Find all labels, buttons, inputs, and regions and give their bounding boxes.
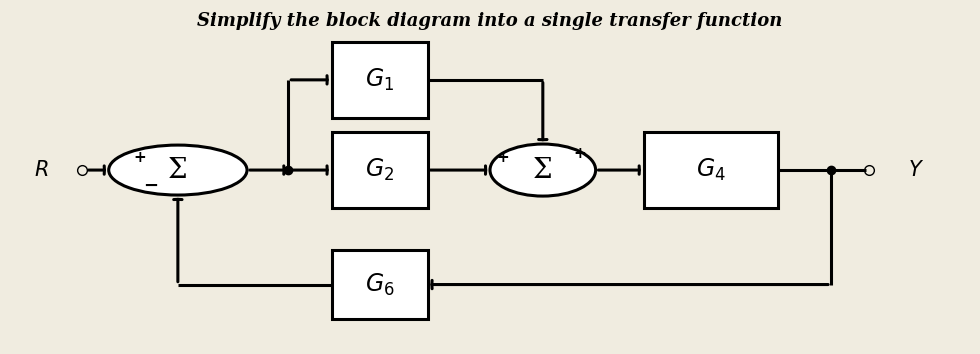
Text: Simplify the block diagram into a single transfer function: Simplify the block diagram into a single… <box>197 12 783 30</box>
Text: $G_4$: $G_4$ <box>696 157 726 183</box>
Text: $R$: $R$ <box>33 160 48 180</box>
Text: +: + <box>497 149 510 165</box>
Text: +: + <box>573 145 586 161</box>
Text: −: − <box>143 177 158 195</box>
Text: $G_2$: $G_2$ <box>365 157 394 183</box>
Text: $G_6$: $G_6$ <box>365 272 394 298</box>
Text: Σ: Σ <box>168 156 188 184</box>
Ellipse shape <box>490 144 596 196</box>
Text: Σ: Σ <box>533 156 553 184</box>
Text: $Y$: $Y$ <box>907 160 924 180</box>
Text: $G_1$: $G_1$ <box>365 67 394 93</box>
Bar <box>331 132 427 208</box>
Circle shape <box>109 145 247 195</box>
Bar <box>331 250 427 319</box>
Bar <box>644 132 778 208</box>
Bar <box>331 42 427 118</box>
Text: +: + <box>133 150 146 165</box>
